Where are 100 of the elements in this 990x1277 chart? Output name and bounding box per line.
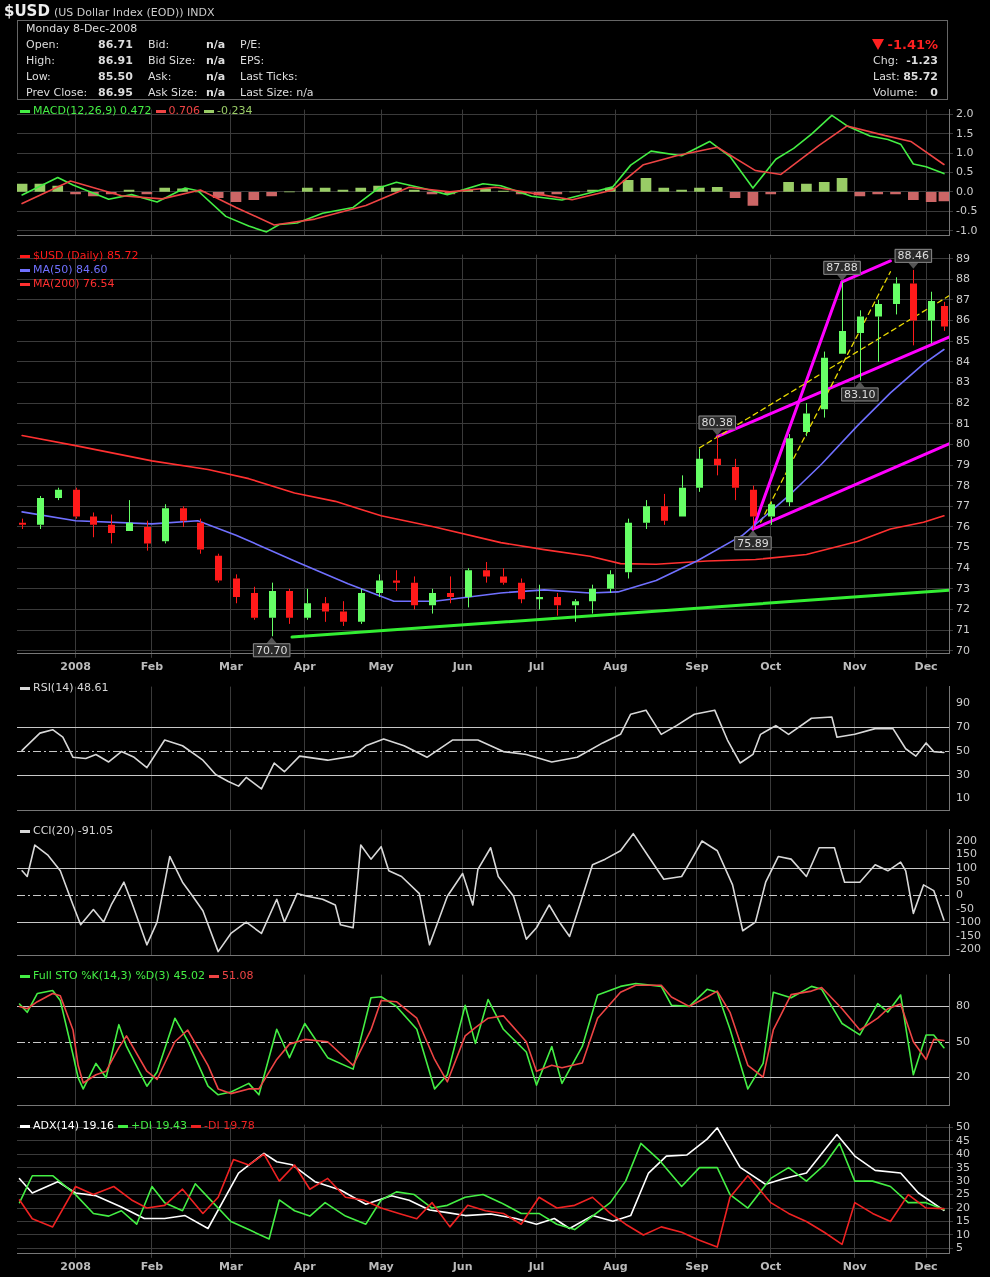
text: -1.41%: [887, 37, 938, 52]
x-tick-label: Mar: [219, 1260, 244, 1274]
x-tick-label: Oct: [760, 1260, 782, 1274]
x-tick-label: Feb: [140, 660, 164, 674]
y-tick-label: 1.0: [956, 145, 974, 159]
y-tick-label: 77: [956, 499, 970, 513]
text: Bid Size:: [148, 53, 196, 68]
y-tick-label: 5: [956, 1241, 963, 1255]
legend-label: CCI(20) -91.05: [33, 824, 114, 837]
text: n/a: [206, 37, 226, 52]
text: (US Dollar Index (EOD)) INDX: [53, 6, 215, 19]
y-tick-label: 89: [956, 251, 970, 265]
text: Low:: [26, 69, 51, 84]
x-tick-label: 2008: [60, 1260, 91, 1274]
text: Chg:: [873, 53, 899, 68]
y-tick-label: 20: [956, 1069, 970, 1083]
legend-label: MA(200) 76.54: [33, 277, 115, 290]
x-tick-label: Jun: [451, 660, 473, 674]
y-tick-label: 82: [956, 396, 970, 409]
y-tick-label: 100: [956, 860, 977, 874]
text: Volume:: [873, 85, 918, 100]
y-tick-label: 50: [956, 743, 970, 757]
x-tick-label: Dec: [914, 1260, 938, 1274]
y-tick-label: 75: [956, 540, 970, 554]
legend-label: 0.706: [168, 104, 201, 117]
legend-label: +DI 19.43: [131, 1119, 188, 1132]
y-tick-label: 25: [956, 1187, 970, 1201]
text: Prev Close:: [26, 85, 88, 100]
text: $USD: [4, 2, 50, 20]
legend-label: Full STO %K(14,3) %D(3) 45.02: [33, 969, 205, 982]
y-tick-label: 85: [956, 334, 970, 348]
text: Last Ticks:: [240, 69, 298, 84]
y-tick-label: 150: [956, 847, 977, 861]
x-tick-label: Feb: [140, 1260, 164, 1274]
y-tick-label: 74: [956, 561, 970, 575]
y-tick-label: 86: [956, 313, 970, 327]
legend-label: RSI(14) 48.61: [33, 681, 109, 694]
text: 0: [930, 85, 938, 100]
y-tick-label: -150: [956, 928, 981, 942]
text: 85.50: [98, 69, 133, 84]
text: Ask:: [148, 69, 172, 84]
x-tick-label: Dec: [914, 660, 938, 674]
annotation: 80.38: [701, 415, 734, 429]
y-tick-label: 30: [956, 1173, 970, 1187]
y-tick-label: 35: [956, 1160, 970, 1174]
y-tick-label: 72: [956, 602, 970, 616]
text: n/a: [206, 85, 226, 100]
text: Open:: [26, 37, 60, 52]
y-tick-label: 73: [956, 581, 970, 595]
x-tick-label: Nov: [842, 1260, 868, 1274]
text: n/a: [206, 69, 226, 84]
text: Ask Size:: [148, 85, 198, 100]
legend-label: ADX(14) 19.16: [33, 1119, 115, 1132]
y-tick-label: 0: [956, 888, 963, 902]
y-tick-label: 70: [956, 643, 970, 657]
y-tick-label: -0.5: [956, 204, 978, 218]
x-tick-label: Jun: [451, 1260, 473, 1274]
x-tick-label: Mar: [219, 660, 244, 674]
y-tick-label: 90: [956, 696, 970, 710]
annotation: 70.70: [255, 643, 288, 657]
annotation: 87.88: [826, 261, 858, 275]
x-tick-label: Apr: [293, 660, 317, 674]
y-tick-label: 0.5: [956, 165, 974, 179]
legend-label: 51.08: [221, 969, 254, 982]
text: Last Size: n/a: [240, 85, 314, 100]
y-tick-label: 20: [956, 1200, 970, 1214]
y-tick-label: 80: [956, 999, 970, 1013]
legend-label: -0.234: [217, 104, 253, 117]
x-tick-label: Sep: [685, 660, 709, 674]
y-tick-label: 50: [956, 1120, 970, 1134]
x-tick-label: May: [368, 1260, 394, 1274]
text: -1.23: [906, 53, 938, 68]
x-tick-label: Apr: [293, 1260, 317, 1274]
y-tick-label: 87: [956, 292, 970, 306]
y-tick-label: 30: [956, 767, 970, 781]
y-tick-label: 10: [956, 1227, 970, 1241]
y-tick-label: -50: [956, 901, 974, 915]
y-tick-label: 81: [956, 416, 970, 430]
y-tick-label: 79: [956, 457, 970, 471]
y-tick-label: 70: [956, 719, 970, 733]
x-tick-label: Jul: [527, 1260, 545, 1274]
text: EPS:: [240, 53, 265, 68]
y-tick-label: 76: [956, 519, 970, 533]
x-tick-label: Jul: [527, 660, 545, 674]
y-tick-label: 40: [956, 1147, 970, 1161]
x-tick-label: Aug: [603, 660, 628, 674]
y-tick-label: 0.0: [956, 184, 974, 198]
y-tick-label: 71: [956, 622, 970, 636]
legend-label: -DI 19.78: [204, 1119, 255, 1132]
y-tick-label: -100: [956, 915, 981, 929]
y-tick-label: 200: [956, 833, 977, 847]
text: 86.91: [98, 53, 133, 68]
y-tick-label: 50: [956, 1034, 970, 1048]
y-tick-label: -1.0: [956, 223, 978, 237]
text: 86.71: [98, 37, 133, 52]
y-tick-label: 2.0: [956, 107, 974, 121]
x-tick-label: Nov: [842, 660, 868, 674]
text: Bid:: [148, 37, 170, 52]
y-tick-label: 84: [956, 354, 970, 368]
y-tick-label: 83: [956, 375, 970, 389]
